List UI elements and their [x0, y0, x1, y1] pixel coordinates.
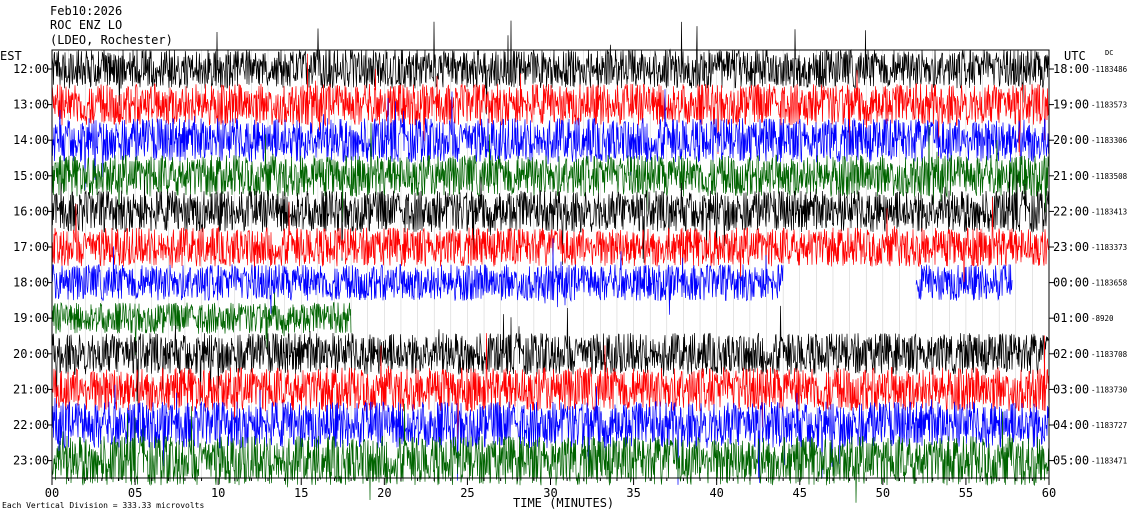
- dc-offset-label: -1183658: [1091, 279, 1128, 288]
- x-tick-label: 10: [211, 486, 225, 500]
- station-channel: ROC ENZ LO: [50, 18, 123, 32]
- utc-hour-label: 03:00: [1053, 382, 1089, 396]
- est-hour-label: 22:00: [13, 418, 49, 432]
- x-tick-label: 35: [626, 486, 640, 500]
- x-tick-label: 05: [128, 486, 142, 500]
- dc-offset-label: -8920: [1091, 314, 1114, 323]
- dc-offset-label: -1183573: [1091, 101, 1127, 110]
- trace-row-1400: [51, 89, 1050, 191]
- est-hour-label: 15:00: [13, 169, 49, 183]
- est-hour-label: 18:00: [13, 276, 49, 290]
- chart-date: Feb10:2026: [50, 4, 123, 18]
- x-tick-label: 00: [45, 486, 59, 500]
- dc-offset-label: -1183708: [1091, 350, 1128, 359]
- utc-axis-label: UTC: [1064, 49, 1086, 63]
- trace-row-1900: [51, 292, 352, 356]
- utc-hour-label: 20:00: [1053, 133, 1089, 147]
- trace-row-1300: [51, 53, 1050, 158]
- x-tick-label: 30: [543, 486, 557, 500]
- utc-hour-label: 04:00: [1053, 418, 1089, 432]
- est-hour-label: 12:00: [13, 62, 49, 76]
- dc-offset-label: -1183413: [1091, 207, 1127, 216]
- x-tick-label: 40: [709, 486, 723, 500]
- trace-row-2100: [51, 333, 1050, 439]
- x-axis-label: TIME (MINUTES): [513, 496, 615, 510]
- dc-offset-label: -1183727: [1091, 421, 1127, 430]
- est-hour-labels: 12:00 13:00 14:00 15:00 16:00 17:00 18:00 19:00…: [13, 62, 52, 468]
- x-tick-label: 20: [377, 486, 391, 500]
- utc-hour-label: 00:00: [1053, 276, 1089, 290]
- utc-hour-label: 22:00: [1053, 204, 1089, 218]
- trace-row-1800: [51, 238, 784, 315]
- x-tick-label: 15: [294, 486, 308, 500]
- trace-row-1700: [51, 197, 1050, 291]
- network-location: (LDEO, Rochester): [50, 33, 173, 47]
- trace-row-1800: [915, 264, 1013, 301]
- est-hour-label: 14:00: [13, 133, 49, 147]
- plot-frame: [51, 49, 1050, 485]
- est-hour-label: 23:00: [13, 454, 49, 468]
- utc-hour-label: 01:00: [1053, 311, 1089, 325]
- est-hour-label: 16:00: [13, 204, 49, 218]
- dc-offset-label: -1183306: [1091, 136, 1128, 145]
- x-tick-label: 55: [959, 486, 973, 500]
- dc-offset-label: -1183486: [1091, 65, 1128, 74]
- vertical-scale-note: Each Vertical Division = 333.33 microvol…: [2, 501, 205, 510]
- x-tick-label: 50: [876, 486, 890, 500]
- x-axis-tick-labels: 00 05 10 15 20 25 30 35 40 45 50 55 60: [45, 486, 1056, 500]
- dc-column-label: DC: [1105, 49, 1114, 57]
- trace-row-1600: [51, 171, 1050, 265]
- utc-hour-label: 23:00: [1053, 240, 1089, 254]
- utc-hour-label: 21:00: [1053, 169, 1089, 183]
- trace-row-2300: [51, 403, 1050, 503]
- x-tick-label: 60: [1042, 486, 1056, 500]
- est-hour-label: 20:00: [13, 347, 49, 361]
- dc-offset-label: -1183471: [1091, 457, 1127, 466]
- trace-row-2000: [51, 305, 1050, 408]
- utc-hour-labels: 18:00 19:00 20:00 21:00 22:00 23:00 00:00 01:00…: [1049, 62, 1089, 468]
- utc-hour-label: 18:00: [1053, 62, 1089, 76]
- trace-row-1500: [51, 122, 1050, 223]
- dc-offset-labels: -1183486 -1183573 -1183306 -1183508 -1183413…: [1091, 65, 1128, 466]
- est-hour-label: 19:00: [13, 311, 49, 325]
- x-tick-label: 25: [460, 486, 474, 500]
- dc-offset-label: -1183373: [1091, 243, 1127, 252]
- x-tick-label: 45: [793, 486, 807, 500]
- utc-hour-label: 02:00: [1053, 347, 1089, 361]
- est-hour-label: 13:00: [13, 98, 49, 112]
- est-hour-label: 17:00: [13, 240, 49, 254]
- utc-hour-label: 19:00: [1053, 98, 1089, 112]
- dc-offset-label: -1183730: [1091, 385, 1128, 394]
- dc-offset-label: -1183508: [1091, 172, 1128, 181]
- utc-hour-label: 05:00: [1053, 454, 1089, 468]
- trace-row-2200: [51, 384, 1050, 485]
- trace-row-1200: [51, 20, 1050, 115]
- est-axis-label: EST: [0, 49, 22, 63]
- helicorder-traces: [51, 20, 1050, 503]
- est-hour-label: 21:00: [13, 382, 49, 396]
